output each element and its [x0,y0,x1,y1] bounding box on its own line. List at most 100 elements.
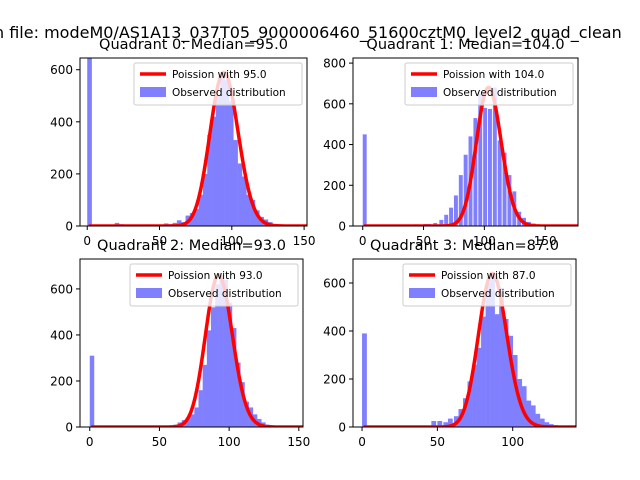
histogram-bar [447,418,453,427]
x-tick-label: 50 [430,435,445,449]
subplot-quadrant-3: 0 50 100 0 200 400 600 Poission with 87.0 Observ… [323,238,577,449]
histogram-bar [499,287,504,427]
histogram-bar [211,307,216,427]
histogram-bar [497,140,502,226]
axes-frame [79,258,304,428]
y-tick-label: 600 [50,63,73,77]
histogram-bar [202,173,208,226]
legend-poisson-label: Poission with 95.0 [172,69,267,81]
y-tick-label: 0 [338,421,346,435]
histogram-bar [362,134,367,226]
histogram-bar [508,335,514,427]
x-tick-label: 50 [152,435,167,449]
histogram-bar [535,413,541,427]
axes-frame [352,258,577,428]
histogram-bar [512,355,518,427]
y-tick-label: 400 [323,325,346,339]
y-tick-label: 200 [50,374,73,388]
histogram-bar [189,212,195,226]
y-tick-label: 600 [323,97,346,111]
histogram-bar [223,279,229,427]
histogram-bar [467,381,473,427]
histogram-bar [224,80,230,226]
x-tick-label: 0 [359,234,367,248]
histogram-bar [485,283,491,427]
histogram-bar [439,219,444,226]
y-tick-label: 0 [338,220,346,234]
legend: Poission with 95.0 Observed distribution [133,62,303,106]
histogram-bar [207,134,212,226]
histogram-bar [202,364,208,427]
histogram-bar [227,302,233,427]
histogram-bar [463,154,468,226]
histogram-bar [237,163,243,226]
subplot-grid: 0 50 100 150 0 200 400 600 Poission with 95.0 Obs… [50,37,579,449]
y-tick-label: 200 [323,179,346,193]
subplot-quadrant-2: 0 50 100 150 0 200 400 600 Poission with 93.0 Obs… [50,238,310,449]
histogram-bar [488,108,492,226]
subplot-title: Quadrant 2: Median=93.0 [97,238,286,254]
subplot-title: Quadrant 3: Median=87.0 [370,238,559,254]
poisson-curve [363,271,576,427]
legend-observed-label: Observed distribution [172,87,286,99]
histogram-bar [198,390,203,427]
y-tick-label: 400 [50,328,73,342]
histogram-bar [185,417,191,427]
histogram-bar [502,152,507,226]
histogram-bar [458,175,463,226]
y-tick-label: 200 [50,167,73,181]
legend-observed-label: Observed distribution [168,288,282,300]
x-tick-label: 100 [501,435,524,449]
axes-frame [352,57,579,227]
histogram-bar [449,207,454,226]
axes-frame [79,57,308,227]
histogram-bar [526,400,532,427]
histogram-bar [89,355,95,427]
histogram-bar [250,199,256,226]
y-tick-label: 600 [50,282,73,296]
histogram-bar [87,58,92,226]
histogram-bar [198,194,204,226]
histogram-bar [431,421,437,427]
y-tick-label: 0 [65,220,73,234]
histogram-bar [453,195,458,226]
subplot-title: Quadrant 1: Median=104.0 [366,37,564,53]
histogram-bar [228,100,234,226]
histogram-bar [190,414,195,427]
histogram-bar [478,93,483,226]
histogram-bar [233,140,238,226]
legend-poisson-label: Poission with 87.0 [441,270,536,282]
histogram-bar [176,220,182,226]
histogram-bar [473,118,478,226]
x-tick-label: 100 [220,234,243,248]
histogram-bar [194,407,199,427]
histogram-bar [215,284,220,427]
histogram-bar [492,87,497,226]
histogram-bar [507,175,512,226]
legend-observed-label: Observed distribution [441,288,555,300]
plot-area [362,271,576,427]
histogram-bar [211,116,217,226]
y-tick-label: 0 [65,421,73,435]
y-tick-label: 400 [323,138,346,152]
subplot-quadrant-1: 0 50 100 150 0 200 400 600 800 Poission with 104.… [323,37,579,248]
histogram-bar [472,364,477,427]
subplot-quadrant-0: 0 50 100 150 0 200 400 600 Poission with 95.0 Obs… [50,37,315,248]
histogram-bar [494,314,500,427]
histogram-bar [219,275,224,427]
x-tick-label: 150 [534,234,557,248]
x-tick-label: 0 [86,435,94,449]
legend-observed-swatch [136,288,162,298]
x-tick-label: 0 [358,435,366,449]
histogram-bar [244,401,249,427]
histogram-bar [483,107,488,226]
figure-suptitle: n file: modeM0/AS1A13_037T05_9000006460_… [0,23,622,43]
histogram-bar [462,398,468,427]
histogram-bar [530,405,536,427]
legend-observed-swatch [409,288,435,298]
legend: Poission with 93.0 Observed distribution [129,263,299,307]
legend-observed-label: Observed distribution [443,87,557,99]
histogram-bar [437,421,443,427]
legend: Poission with 104.0 Observed distribution [404,62,574,106]
